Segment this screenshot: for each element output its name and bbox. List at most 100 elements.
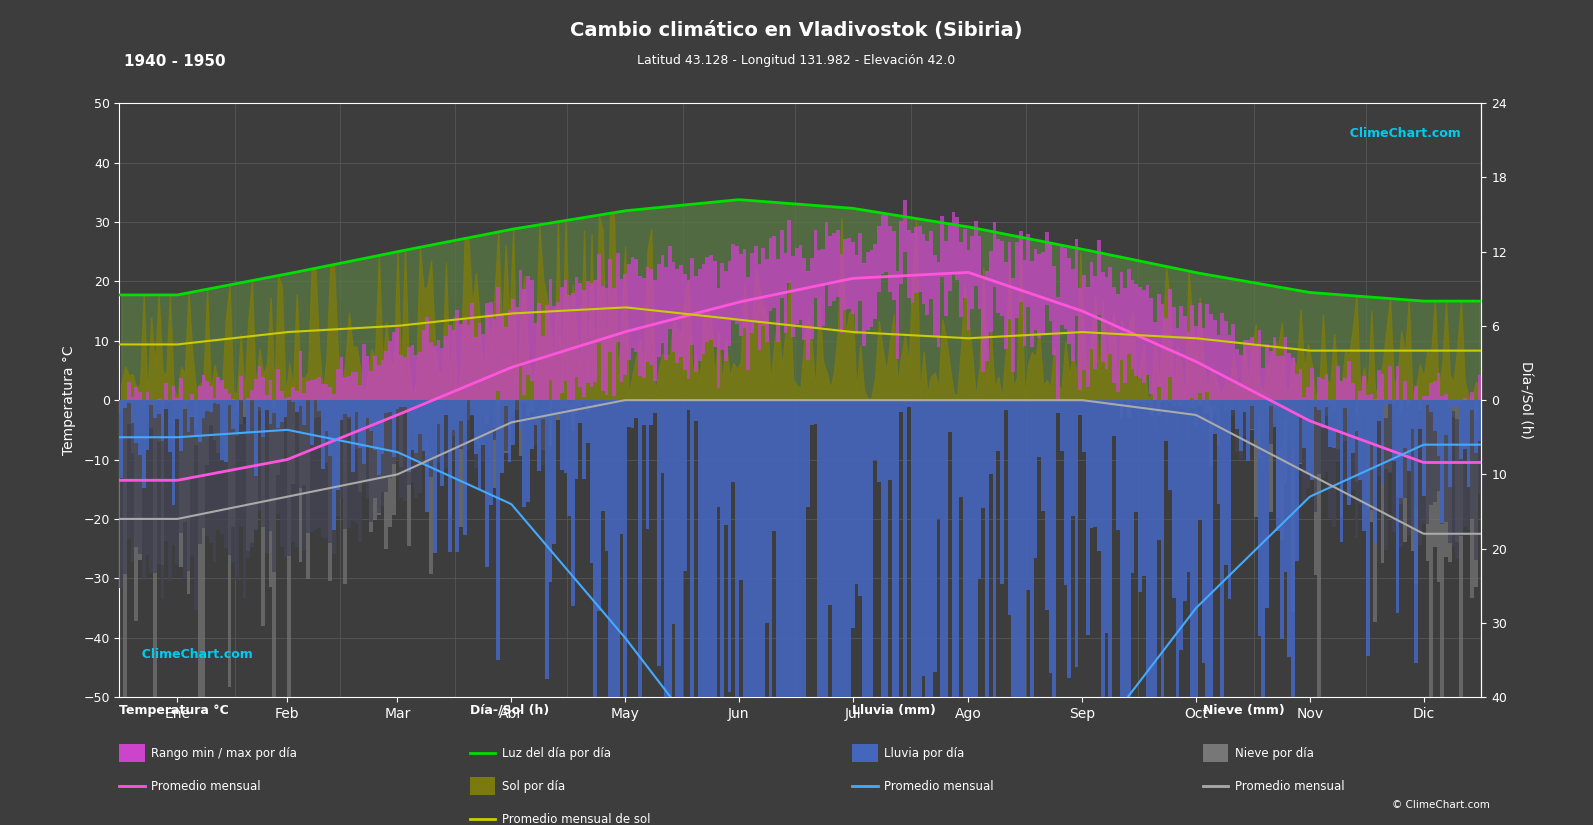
Bar: [1337, 400, 1340, 449]
Bar: [1150, 298, 1153, 394]
Bar: [456, 400, 459, 428]
Bar: [1243, 400, 1246, 412]
Bar: [559, 400, 564, 409]
Bar: [992, 222, 996, 287]
Bar: [272, 400, 276, 412]
Bar: [142, 409, 145, 580]
Bar: [1314, 400, 1317, 408]
Bar: [1462, 398, 1467, 400]
Bar: [545, 305, 548, 400]
Bar: [1470, 400, 1474, 410]
Bar: [456, 400, 459, 421]
Text: Rango min / max por día: Rango min / max por día: [151, 747, 298, 760]
Bar: [1325, 400, 1329, 472]
Bar: [417, 400, 422, 493]
Bar: [903, 400, 906, 789]
Bar: [1115, 400, 1120, 530]
Bar: [475, 400, 478, 455]
Bar: [220, 400, 225, 460]
Bar: [922, 234, 926, 304]
Bar: [355, 400, 358, 412]
Bar: [500, 314, 503, 400]
Bar: [1235, 400, 1239, 429]
Bar: [1206, 400, 1209, 414]
Bar: [1309, 367, 1314, 400]
Bar: [350, 400, 355, 521]
Bar: [1384, 400, 1388, 406]
Bar: [1284, 400, 1287, 483]
Bar: [1340, 400, 1343, 486]
Bar: [1329, 400, 1332, 447]
Bar: [1478, 375, 1481, 400]
Bar: [134, 400, 139, 621]
Bar: [687, 400, 690, 410]
Bar: [709, 400, 712, 825]
Text: Luz del día por día: Luz del día por día: [502, 747, 610, 760]
Bar: [526, 276, 530, 375]
Bar: [362, 400, 366, 480]
Bar: [553, 306, 556, 400]
Bar: [1176, 400, 1179, 405]
Bar: [303, 400, 306, 425]
Bar: [679, 265, 683, 356]
Bar: [1370, 400, 1373, 444]
Bar: [1370, 400, 1373, 522]
Bar: [258, 400, 261, 511]
Text: ClimeChart.com: ClimeChart.com: [1341, 127, 1461, 140]
Bar: [145, 400, 150, 555]
Bar: [451, 400, 456, 459]
Bar: [172, 400, 175, 545]
Bar: [832, 233, 836, 301]
Bar: [542, 400, 545, 464]
Bar: [1161, 304, 1164, 400]
Bar: [1456, 419, 1459, 559]
Bar: [347, 376, 350, 400]
Bar: [1251, 337, 1254, 400]
Bar: [1243, 400, 1246, 436]
Bar: [1317, 400, 1321, 410]
Bar: [984, 400, 989, 825]
Bar: [1206, 400, 1209, 825]
Bar: [1137, 400, 1142, 403]
Bar: [486, 400, 489, 417]
Bar: [1251, 400, 1254, 429]
Bar: [325, 400, 328, 431]
Bar: [1142, 400, 1145, 576]
Bar: [280, 400, 284, 422]
Bar: [1321, 400, 1325, 427]
Bar: [486, 400, 489, 567]
Bar: [918, 400, 922, 825]
Bar: [414, 400, 417, 462]
Bar: [1448, 400, 1451, 562]
Bar: [1075, 239, 1078, 316]
Text: Temperatura °C: Temperatura °C: [119, 704, 229, 717]
Bar: [456, 400, 459, 552]
Bar: [175, 400, 178, 412]
Bar: [411, 345, 414, 400]
Bar: [161, 422, 164, 599]
Bar: [309, 380, 314, 400]
Bar: [940, 216, 945, 277]
Bar: [984, 271, 989, 361]
Bar: [1456, 400, 1459, 407]
Bar: [156, 398, 161, 400]
Bar: [589, 400, 593, 563]
Bar: [1172, 400, 1176, 406]
Bar: [1478, 400, 1481, 441]
Bar: [172, 386, 175, 400]
Bar: [236, 411, 239, 580]
Bar: [1045, 400, 1048, 610]
Bar: [1223, 321, 1228, 400]
Bar: [292, 400, 295, 484]
Bar: [1370, 394, 1373, 400]
Bar: [664, 400, 667, 825]
Bar: [847, 400, 851, 825]
Bar: [362, 400, 366, 464]
Bar: [392, 400, 395, 516]
Bar: [978, 236, 981, 309]
Bar: [616, 252, 620, 342]
Bar: [384, 400, 389, 413]
Bar: [1332, 400, 1337, 448]
Bar: [1023, 400, 1026, 825]
Bar: [548, 400, 553, 582]
